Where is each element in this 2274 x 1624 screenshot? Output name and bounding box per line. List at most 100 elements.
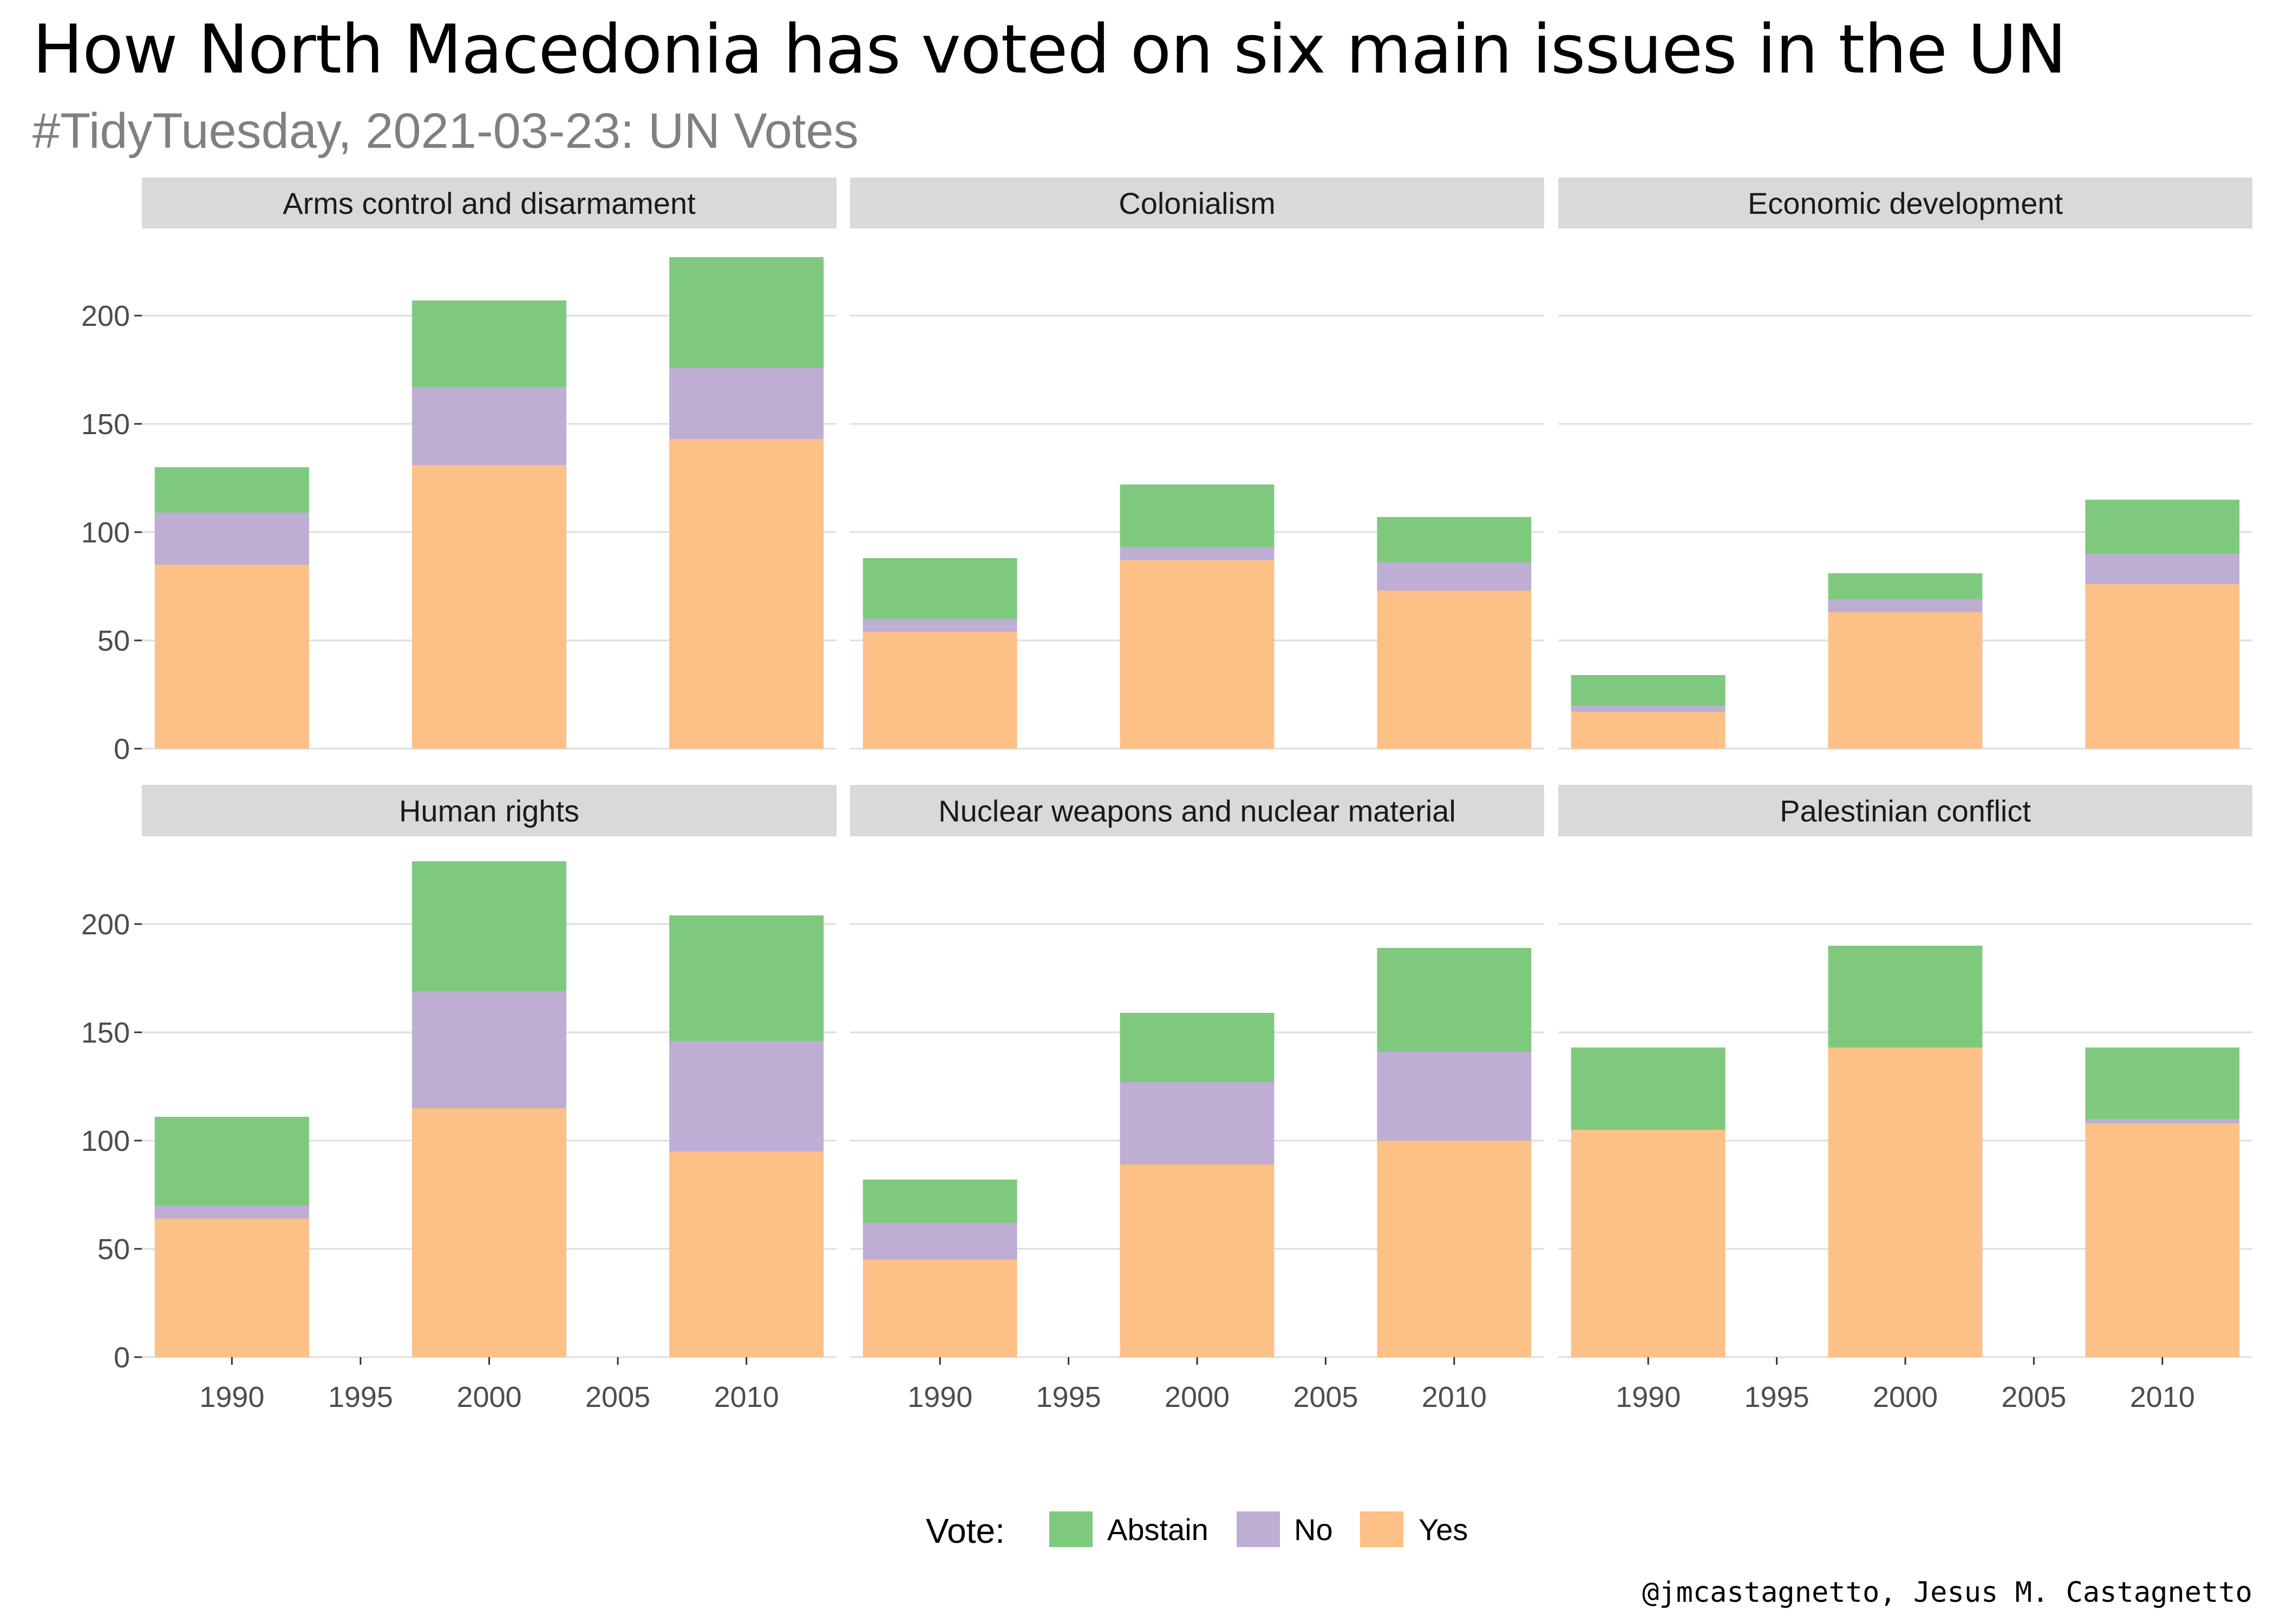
bar-segment-no (154, 1206, 309, 1219)
bar-segment-yes (2085, 584, 2240, 749)
x-tick-label: 1990 (1616, 1381, 1681, 1413)
chart-title: How North Macedonia has voted on six mai… (32, 11, 2067, 89)
bar-segment-abstain (1377, 948, 1532, 1052)
bar-segment-abstain (669, 915, 824, 1041)
x-tick-label: 2010 (1422, 1381, 1487, 1413)
bar-segment-no (2085, 554, 2240, 584)
y-tick-label: 100 (81, 516, 130, 549)
bar-segment-abstain (862, 558, 1017, 619)
facet-strip (850, 785, 1544, 836)
y-tick-label: 0 (114, 1341, 130, 1374)
bar-segment-abstain (1120, 1013, 1275, 1082)
bar-segment-abstain (2085, 500, 2240, 554)
y-tick-label: 150 (81, 408, 130, 441)
x-tick-label: 2010 (714, 1381, 779, 1413)
bar-segment-abstain (1828, 573, 1983, 599)
legend-label-no: No (1294, 1512, 1333, 1547)
bar-segment-yes (862, 632, 1017, 749)
bar-segment-no (669, 368, 824, 439)
bar-segment-yes (1377, 591, 1532, 749)
bar-segment-yes (154, 1219, 309, 1357)
bar-segment-no (1828, 599, 1983, 612)
bar-segment-no (669, 1041, 824, 1151)
chart-caption: @jmcastagnetto, Jesus M. Castagnetto (1642, 1576, 2252, 1609)
bar-segment-yes (411, 1108, 567, 1357)
y-tick-label: 150 (81, 1017, 130, 1049)
legend-swatch-abstain (1049, 1511, 1093, 1547)
bar-segment-abstain (154, 467, 309, 513)
facet-title: Colonialism (1119, 186, 1275, 220)
facet-title: Human rights (399, 794, 579, 828)
bar-segment-yes (1571, 712, 1726, 749)
bar-segment-abstain (411, 861, 567, 991)
x-tick-label: 1990 (907, 1381, 972, 1413)
y-tick-label: 50 (97, 625, 130, 657)
bar-segment-no (2085, 1119, 2240, 1123)
bar-segment-no (411, 991, 567, 1108)
bar-segment-yes (1120, 560, 1275, 749)
bar-segment-no (862, 1223, 1017, 1260)
bar-segment-yes (2085, 1123, 2240, 1357)
bar-segment-abstain (1571, 1047, 1726, 1130)
bar-segment-no (1571, 705, 1726, 712)
legend-swatch-no (1237, 1511, 1280, 1547)
facet-strip (850, 178, 1544, 228)
bar-segment-yes (669, 1151, 824, 1357)
bar-segment-abstain (154, 1117, 309, 1206)
x-tick-label: 2005 (1293, 1381, 1358, 1413)
bar-segment-no (1120, 547, 1275, 560)
x-tick-label: 1990 (199, 1381, 264, 1413)
facet-strip (1558, 178, 2252, 228)
legend-swatch-yes (1360, 1511, 1403, 1547)
x-tick-label: 2005 (2001, 1381, 2066, 1413)
x-tick-label: 2000 (456, 1381, 521, 1413)
bar-segment-no (1377, 562, 1532, 591)
bar-segment-no (154, 513, 309, 565)
legend-title: Vote: (926, 1511, 1005, 1550)
legend-label-yes: Yes (1419, 1512, 1468, 1547)
bar-segment-yes (1828, 612, 1983, 749)
y-tick-label: 50 (97, 1233, 130, 1266)
x-tick-label: 2005 (585, 1381, 650, 1413)
x-tick-label: 1995 (328, 1381, 393, 1413)
bar-segment-yes (669, 439, 824, 749)
bar-segment-yes (1120, 1164, 1275, 1357)
bar-segment-yes (1828, 1047, 1983, 1357)
bar-segment-abstain (669, 257, 824, 368)
bar-segment-no (1377, 1052, 1532, 1141)
y-tick-label: 200 (81, 908, 130, 941)
bar-segment-no (411, 387, 567, 465)
facet-strip (142, 178, 837, 228)
x-tick-label: 1995 (1036, 1381, 1101, 1413)
y-tick-label: 200 (81, 300, 130, 332)
facet-title: Nuclear weapons and nuclear material (938, 794, 1456, 828)
x-tick-label: 2000 (1873, 1381, 1938, 1413)
y-tick-label: 100 (81, 1125, 130, 1157)
y-tick-label: 0 (114, 733, 130, 765)
bar-segment-abstain (862, 1180, 1017, 1223)
facet-title: Arms control and disarmament (283, 186, 696, 220)
bar-segment-yes (411, 465, 567, 749)
facet-strip (1558, 785, 2252, 836)
bar-segment-abstain (2085, 1047, 2240, 1119)
bar-segment-yes (154, 565, 309, 749)
bar-segment-yes (1571, 1130, 1726, 1357)
chart-subtitle: #TidyTuesday, 2021-03-23: UN Votes (32, 103, 859, 159)
x-tick-label: 2000 (1165, 1381, 1230, 1413)
bar-segment-abstain (411, 300, 567, 387)
bar-segment-abstain (1120, 484, 1275, 547)
facet-strip (142, 785, 837, 836)
bar-segment-yes (862, 1260, 1017, 1357)
facet-title: Palestinian conflict (1780, 794, 2031, 828)
facet-title: Economic development (1748, 186, 2063, 220)
bar-segment-abstain (1377, 517, 1532, 562)
x-tick-label: 1995 (1744, 1381, 1809, 1413)
x-tick-label: 2010 (2130, 1381, 2195, 1413)
bar-segment-no (862, 619, 1017, 632)
bar-segment-abstain (1571, 675, 1726, 705)
bar-segment-abstain (1828, 946, 1983, 1047)
bar-segment-no (1120, 1082, 1275, 1164)
bar-segment-yes (1377, 1141, 1532, 1357)
legend-label-abstain: Abstain (1107, 1512, 1208, 1547)
